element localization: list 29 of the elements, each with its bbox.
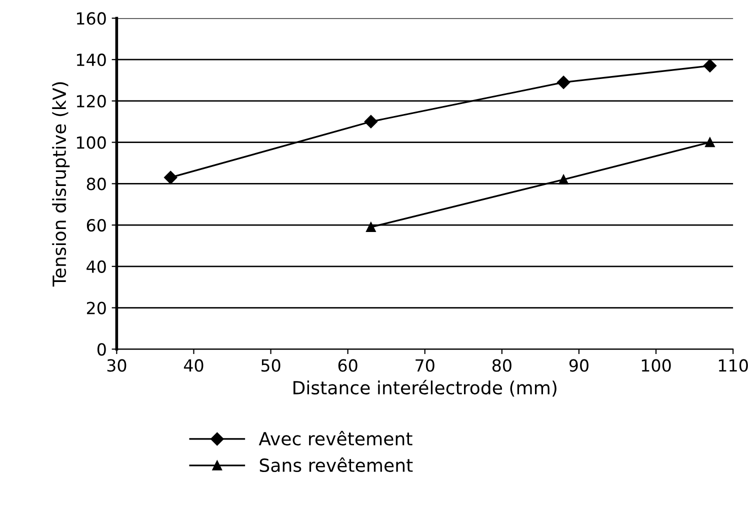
legend-label: Sans revêtement (260, 457, 413, 472)
x-tick-label: 80 (492, 359, 512, 372)
y-tick-label: 60 (86, 219, 106, 232)
point (558, 174, 568, 184)
x-tick-label: 40 (184, 359, 204, 372)
y-tick-label: 140 (76, 54, 106, 66)
x-tick-label: 30 (107, 359, 126, 372)
point (364, 115, 378, 128)
point (556, 76, 570, 89)
x-tick-label: 90 (569, 359, 588, 372)
x-axis-title: Distance interélectrode (mm) (294, 380, 556, 397)
y-tick-label: 20 (86, 302, 106, 314)
y-tick-label: 40 (86, 260, 106, 273)
y-tick-label: 100 (76, 136, 106, 149)
x-tick-label: 70 (416, 359, 434, 372)
y-axis-title: Tension disruptive (kV) (52, 82, 70, 287)
point (705, 137, 715, 148)
y-tick-label: 80 (86, 178, 106, 190)
y-tick-label: 0 (97, 343, 106, 356)
x-tick-label: 50 (261, 359, 280, 372)
point (366, 222, 376, 232)
x-tick-label: 60 (338, 359, 358, 372)
point (164, 170, 178, 184)
y-tick-label: 160 (76, 12, 106, 25)
x-tick-label: 100 (642, 359, 671, 372)
legend-label: Avec revêtement (258, 430, 412, 446)
x-tick-label: 110 (718, 359, 748, 372)
y-tick-label: 120 (76, 94, 106, 108)
point (703, 59, 717, 72)
